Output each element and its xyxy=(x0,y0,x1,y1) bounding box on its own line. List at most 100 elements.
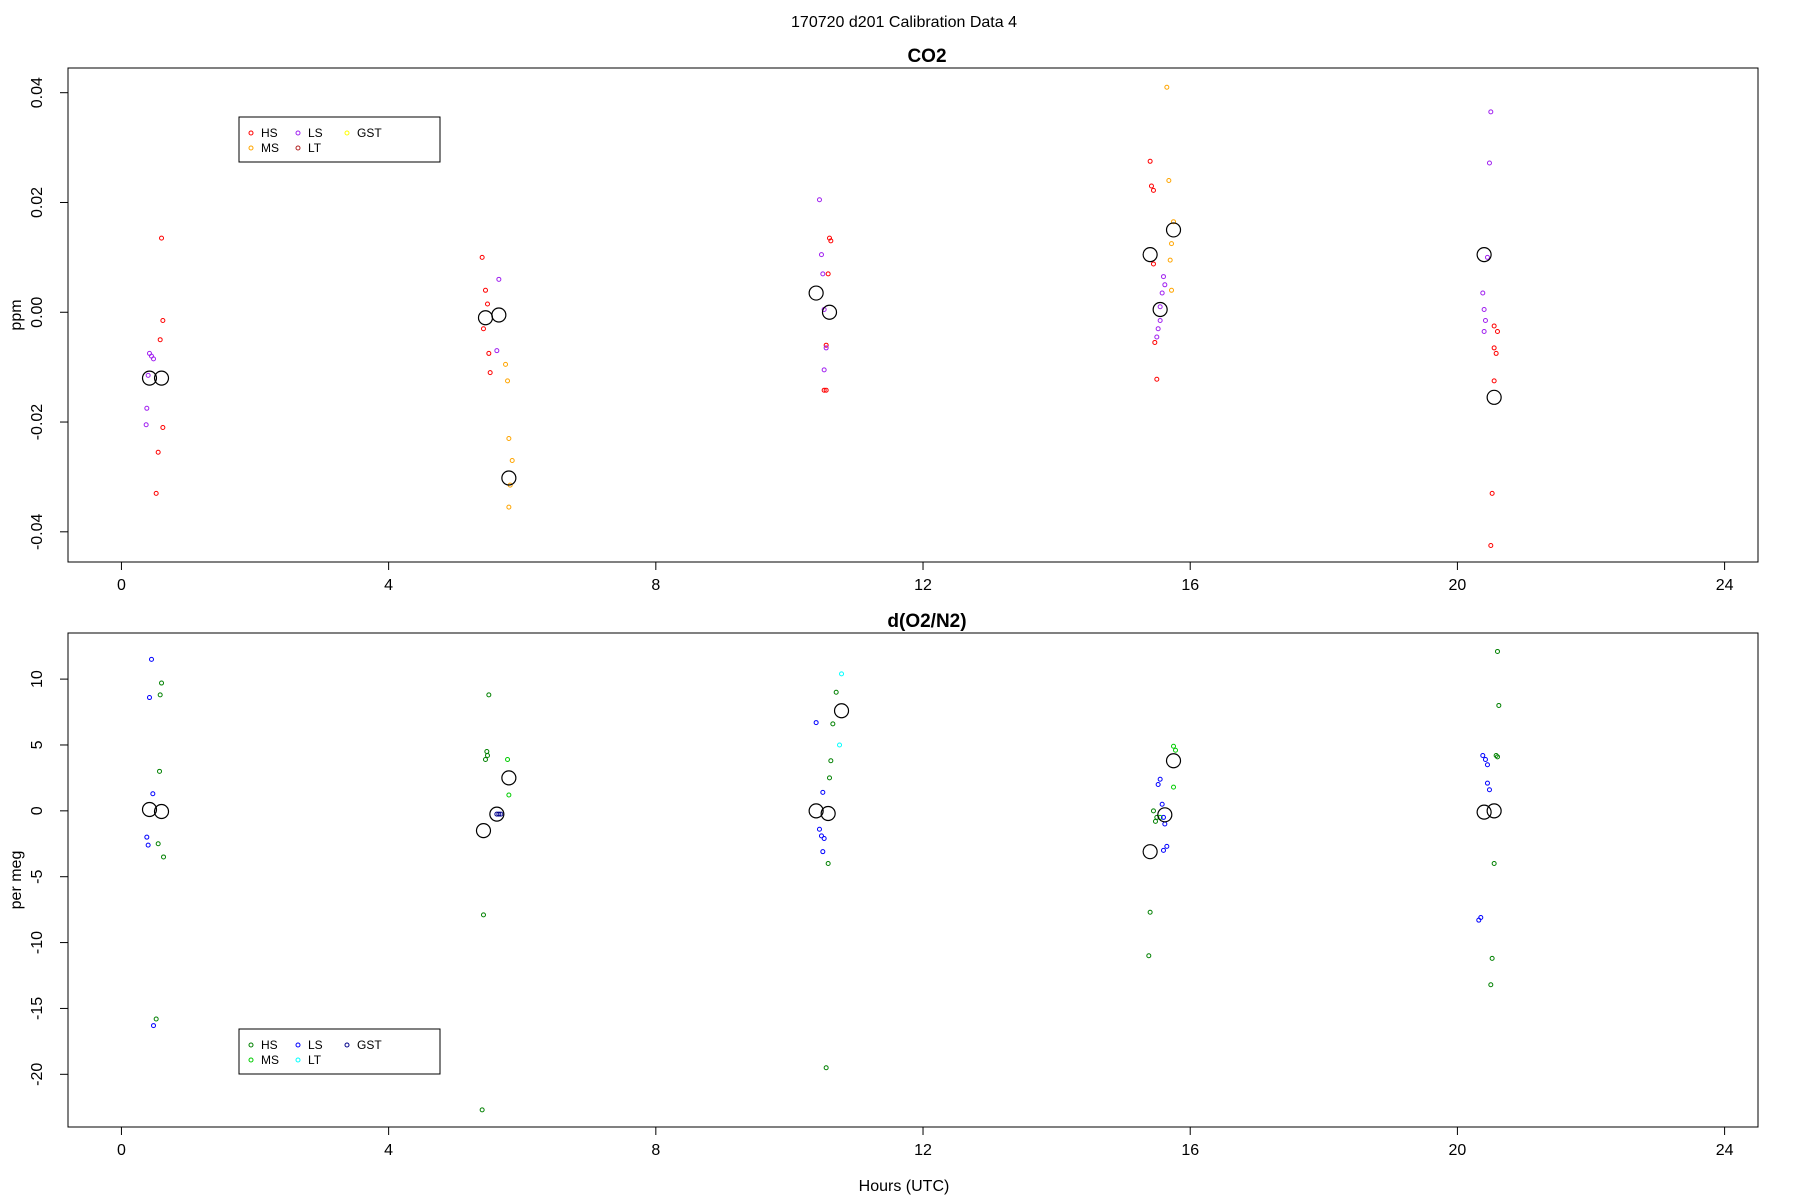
o2n2-point-mean xyxy=(141,801,158,818)
o2n2-point-ls xyxy=(1484,762,1490,768)
o2n2-point-hs xyxy=(830,721,836,727)
o2n2-point-ls xyxy=(1155,781,1161,787)
o2n2-x-tick-label: 12 xyxy=(914,1142,932,1159)
o2n2-legend-marker xyxy=(295,1042,301,1048)
co2-ylabel: ppm xyxy=(8,299,25,330)
o2n2-point-ls xyxy=(1484,780,1490,786)
o2n2-legend-label: MS xyxy=(261,1053,279,1067)
co2-point-hs xyxy=(486,350,492,356)
co2-point-ls xyxy=(151,356,157,362)
o2n2-point-hs xyxy=(1496,702,1502,708)
o2n2-y-tick-label: -5 xyxy=(29,869,46,883)
o2n2-point-ls xyxy=(151,1023,157,1029)
co2-point-mean xyxy=(1476,247,1492,263)
o2n2-y-axis: -20 -15 -10 -5 0 5 10 xyxy=(29,670,68,1086)
o2n2-point-hs xyxy=(480,912,486,918)
co2-point-ms xyxy=(1171,219,1177,225)
co2-legend-box xyxy=(238,116,441,163)
o2n2-point-mean xyxy=(153,803,170,820)
o2n2-point-gst xyxy=(496,811,502,817)
co2-point-ms xyxy=(503,361,509,367)
co2-y-tick-label: -0.04 xyxy=(29,513,46,550)
o2n2-point-ls xyxy=(818,833,824,839)
o2n2-plot-frame xyxy=(67,632,1759,1128)
co2-y-tick-label: 0.02 xyxy=(29,187,46,218)
co2-point-hs xyxy=(155,449,161,455)
o2n2-point-lt xyxy=(837,742,843,748)
co2-point-ls xyxy=(1486,160,1492,166)
o2n2-point-hs xyxy=(1491,861,1497,867)
co2-x-tick-label: 16 xyxy=(1181,577,1199,594)
co2-point-ms xyxy=(505,378,511,384)
co2-point-ms xyxy=(1169,241,1175,247)
co2-point-mean xyxy=(821,304,838,320)
o2n2-x-tick-label: 0 xyxy=(117,1142,126,1159)
o2n2-point-ms xyxy=(505,756,511,762)
o2n2-point-ls xyxy=(820,849,826,855)
o2n2-point-mean xyxy=(501,770,517,786)
o2n2-point-hs xyxy=(828,758,834,764)
o2n2-y-tick-label: -20 xyxy=(29,1063,46,1086)
o2n2-point-hs xyxy=(484,749,490,755)
co2-legend-marker xyxy=(295,130,301,136)
co2-point-ls xyxy=(145,372,151,378)
co2-point-hs xyxy=(1148,183,1154,189)
x-axis-label: Hours (UTC) xyxy=(859,1178,950,1195)
co2-point-mean xyxy=(153,370,170,386)
co2-point-mean xyxy=(808,285,824,301)
co2-point-hs xyxy=(825,271,831,277)
co2-point-ls xyxy=(1482,317,1488,323)
co2-point-ls xyxy=(1481,328,1487,334)
co2-point-mean xyxy=(491,307,507,323)
co2-x-tick-label: 8 xyxy=(651,577,660,594)
o2n2-point-ls xyxy=(1160,814,1166,820)
o2n2-point-hs xyxy=(482,756,488,762)
co2-legend-marker xyxy=(248,145,254,151)
co2-legend-label: MS xyxy=(261,141,279,155)
co2-point-hs xyxy=(1488,543,1494,549)
o2n2-legend-label: LT xyxy=(308,1053,322,1067)
co2-point-ls xyxy=(818,252,824,258)
o2n2-point-ls xyxy=(1476,917,1482,923)
co2-x-axis: 0 4 8 12 16 20 24 xyxy=(117,562,1734,594)
co2-point-hs xyxy=(479,254,485,260)
o2n2-point-ls xyxy=(813,720,819,726)
o2n2-point-hs xyxy=(479,1107,485,1113)
co2-point-hs xyxy=(823,387,829,393)
o2n2-point-mean xyxy=(475,822,492,839)
co2-point-hs xyxy=(1152,339,1158,345)
o2n2-point-ls xyxy=(820,789,826,795)
o2n2-point-mean xyxy=(1165,753,1182,769)
co2-point-hs xyxy=(1150,261,1156,267)
co2-point-hs xyxy=(1491,345,1497,351)
o2n2-point-ls xyxy=(1157,776,1163,782)
co2-point-ls xyxy=(1488,109,1494,115)
co2-legend-marker xyxy=(248,130,254,136)
o2n2-y-tick-label: 5 xyxy=(29,740,46,749)
co2-point-mean xyxy=(141,370,158,386)
co2-point-mean xyxy=(1165,222,1182,238)
o2n2-legend-marker xyxy=(248,1042,254,1048)
o2n2-point-hs xyxy=(157,768,163,774)
co2-legend-label: LT xyxy=(308,141,322,155)
co2-y-axis: -0.04 -0.02 0.00 0.02 0.04 xyxy=(29,77,68,550)
co2-point-mean xyxy=(1152,301,1168,318)
co2-point-hs xyxy=(487,370,493,376)
o2n2-legend-label: LS xyxy=(308,1038,323,1052)
co2-point-ls xyxy=(1159,290,1165,296)
o2n2-point-ls xyxy=(1160,847,1166,853)
co2-point-ls xyxy=(1481,307,1487,313)
co2-x-tick-label: 24 xyxy=(1716,577,1734,594)
co2-x-tick-label: 0 xyxy=(117,577,126,594)
o2n2-point-ms xyxy=(1171,784,1177,790)
o2n2-point-ls xyxy=(1480,753,1486,759)
o2n2-point-ms xyxy=(1173,747,1179,753)
co2-point-ms xyxy=(506,436,512,441)
o2n2-point-mean xyxy=(808,803,824,819)
o2n2-point-hs xyxy=(155,841,161,847)
co2-point-ls xyxy=(1162,282,1168,288)
co2-y-tick-label: -0.02 xyxy=(29,404,46,441)
o2n2-point-ls xyxy=(144,834,150,840)
co2-legend-label: HS xyxy=(261,126,278,140)
